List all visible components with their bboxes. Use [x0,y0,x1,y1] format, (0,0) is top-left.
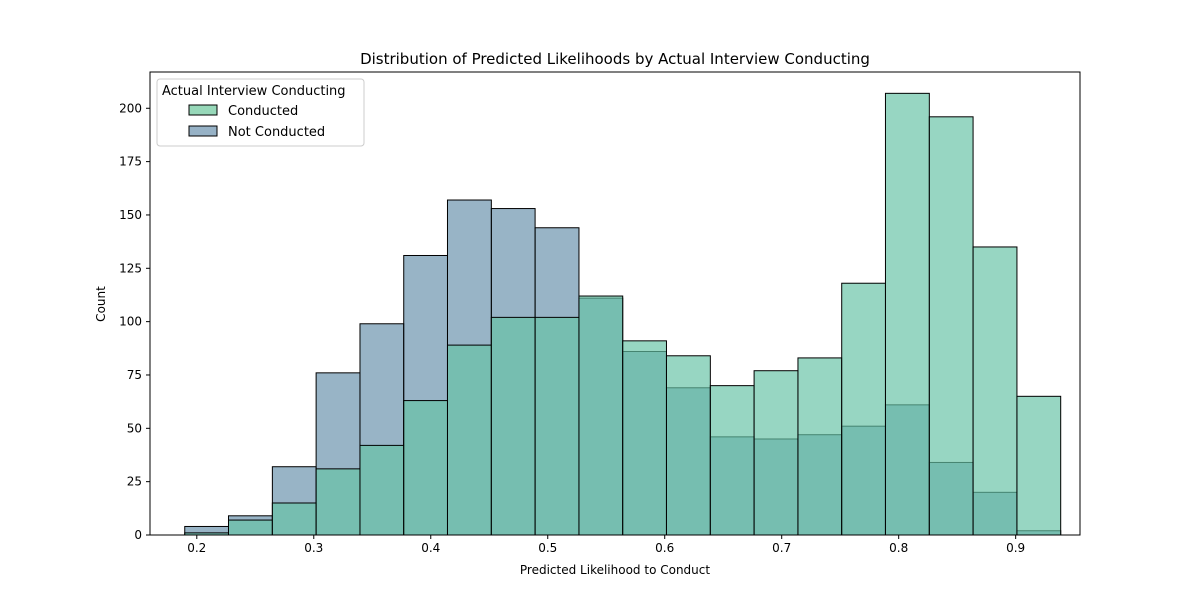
bar-conducted-18 [972,246,1018,536]
x-tick-label: 0.5 [538,541,557,555]
legend-label-conducted: Conducted [228,104,298,119]
bar-conducted-13 [753,370,799,536]
bar-conducted-6 [446,344,492,536]
bar-conducted-19 [1016,395,1062,536]
bar-conducted-8 [534,316,580,536]
legend-swatch-conducted [188,104,218,116]
bar-conducted-10 [622,340,667,536]
chart-title: Distribution of Predicted Likelihoods by… [360,50,870,68]
plot-frame [149,71,1081,536]
x-tick-label: 0.6 [655,541,674,555]
x-tick-label: 0.9 [1006,541,1025,555]
series-conducted [184,92,1062,536]
bar-conducted-3 [315,468,361,536]
y-tick-label: 125 [119,261,142,275]
legend-title: Actual Interview Conducting [162,84,346,99]
legend: Actual Interview Conducting Conducted No… [156,78,365,147]
x-tick-label: 0.2 [187,541,206,555]
y-tick-label: 175 [119,155,142,169]
bar-conducted-11 [665,355,711,536]
series-layer [184,92,1062,536]
x-axis: 0.2 0.3 0.4 0.5 0.6 0.7 0.8 0.9 [187,535,1025,555]
bar-conducted-17 [928,116,974,536]
bar-conducted-1 [227,519,273,536]
y-tick-label: 25 [127,475,142,489]
y-tick-label: 0 [134,528,142,542]
legend-label-not-conducted: Not Conducted [228,125,325,140]
bar-conducted-15 [841,282,886,536]
bar-conducted-5 [403,400,448,536]
y-axis-label: Count [94,286,108,322]
y-tick-label: 100 [119,315,142,329]
y-tick-label: 50 [127,421,142,435]
bar-conducted-4 [359,444,405,536]
y-tick-label: 75 [127,368,142,382]
legend-swatch-not-conducted [188,125,218,137]
y-tick-label: 150 [119,208,142,222]
bar-conducted-14 [797,357,843,536]
y-axis: 0 25 50 75 100 125 150 175 200 [119,101,150,542]
x-tick-label: 0.3 [304,541,323,555]
x-axis-label: Predicted Likelihood to Conduct [520,563,710,577]
x-tick-label: 0.4 [421,541,440,555]
bar-conducted-2 [271,502,317,536]
y-tick-label: 200 [119,101,142,115]
bar-conducted-16 [884,92,930,536]
x-tick-label: 0.8 [889,541,908,555]
bar-conducted-12 [709,385,755,536]
bar-conducted-9 [578,295,624,536]
x-tick-label: 0.7 [772,541,791,555]
bar-conducted-7 [490,316,536,536]
